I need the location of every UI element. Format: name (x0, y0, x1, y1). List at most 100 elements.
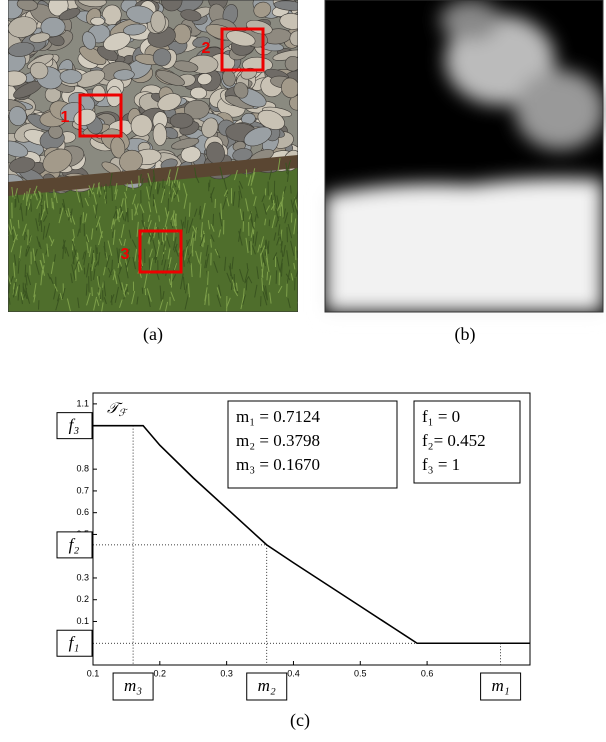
grass (168, 176, 171, 187)
grass (152, 239, 157, 254)
grass (53, 189, 55, 198)
curve (93, 424, 530, 645)
grass (273, 232, 277, 241)
grass (244, 268, 249, 283)
grass (277, 201, 282, 211)
pebble (192, 36, 211, 48)
grass (33, 185, 38, 196)
grass (36, 188, 40, 199)
grass (97, 252, 101, 266)
grass (116, 208, 120, 223)
pebble (201, 117, 219, 138)
grass (66, 298, 71, 312)
grass (111, 185, 113, 201)
grass (214, 248, 219, 256)
grass (199, 233, 205, 247)
grass (198, 205, 201, 216)
grass (48, 235, 53, 244)
grass (245, 280, 248, 291)
grass (36, 200, 41, 210)
grass (261, 277, 264, 291)
grass (67, 207, 72, 223)
grass (266, 271, 269, 281)
region-box (78, 93, 123, 138)
grass (98, 287, 101, 296)
grass (174, 243, 178, 253)
grass (223, 189, 228, 197)
grass (146, 288, 152, 302)
panel-label: (a) (143, 324, 163, 345)
grass (207, 271, 209, 285)
grass (85, 236, 89, 244)
grass (286, 250, 290, 267)
grass (218, 212, 223, 227)
grass (147, 214, 151, 222)
grass (287, 223, 293, 239)
grass (254, 206, 259, 219)
grass (70, 273, 73, 284)
annotation: m₂ = 0.3798 (236, 431, 320, 450)
grass (33, 282, 37, 298)
grass (172, 236, 177, 251)
grass (50, 261, 54, 274)
grass (245, 237, 249, 254)
grass (24, 231, 26, 241)
grass (118, 238, 123, 246)
pebble (273, 0, 298, 11)
grass (207, 220, 211, 230)
marker-label: m₃ (124, 676, 142, 695)
grass (216, 249, 221, 259)
grass (164, 226, 168, 241)
grass (294, 205, 298, 215)
grass (107, 267, 112, 276)
pebble (79, 46, 107, 65)
grass (84, 197, 89, 207)
grass (112, 229, 116, 245)
grass (20, 206, 24, 222)
grass (88, 185, 94, 195)
pebble (113, 69, 135, 81)
pebble (157, 93, 182, 112)
grass (93, 191, 97, 205)
grass (204, 287, 208, 302)
grass (200, 222, 203, 238)
grass (123, 283, 128, 295)
grass (170, 221, 174, 229)
grass (261, 247, 265, 264)
grass (22, 192, 26, 201)
grass (109, 172, 113, 189)
grass (270, 203, 276, 211)
grass (50, 239, 55, 247)
x-tick-label: 0.6 (421, 668, 434, 678)
grass (89, 190, 91, 198)
grass (14, 188, 18, 199)
grass (20, 295, 23, 305)
grass (126, 286, 129, 293)
grass (8, 281, 11, 294)
marker-label: m₁ (492, 676, 510, 695)
grass (85, 283, 88, 296)
grass (176, 180, 180, 189)
grass (244, 276, 250, 284)
annotation-box (413, 400, 521, 484)
grass (250, 171, 256, 186)
grass (205, 244, 209, 257)
pebble (8, 106, 27, 126)
grass (91, 287, 93, 297)
grass (187, 283, 190, 298)
grass (13, 254, 17, 266)
grass (213, 261, 219, 273)
grass (291, 197, 296, 208)
grass (90, 228, 94, 240)
grass (86, 263, 90, 278)
grass (156, 241, 161, 258)
grass (30, 198, 32, 212)
grass (42, 253, 45, 264)
grass (27, 235, 31, 249)
grass (65, 246, 70, 257)
grass (115, 206, 118, 220)
annotation: f₃ = 1 (422, 455, 460, 474)
grass (281, 250, 284, 258)
pebble (183, 99, 210, 120)
